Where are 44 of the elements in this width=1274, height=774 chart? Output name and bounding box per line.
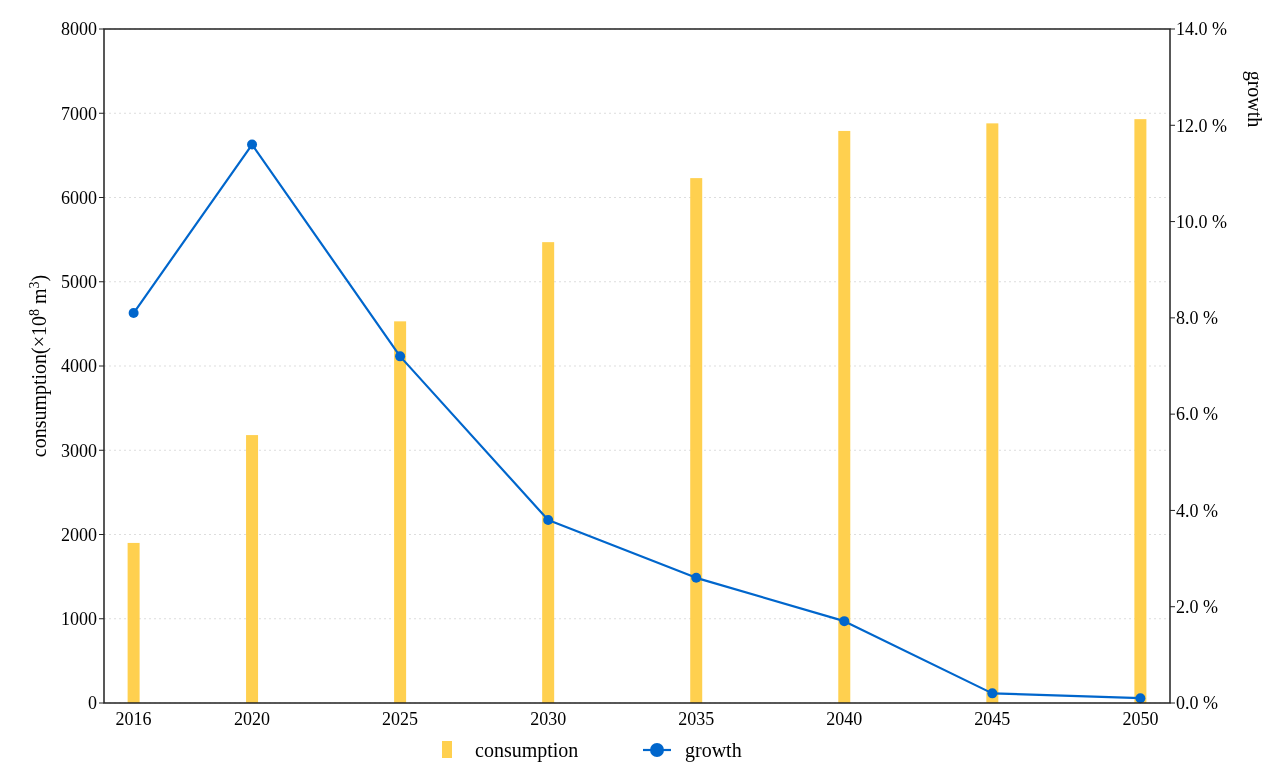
y-tick-label: 4000 xyxy=(61,356,97,377)
bar xyxy=(690,178,703,703)
y-tick-label: 6000 xyxy=(61,187,97,208)
bar xyxy=(394,321,407,703)
y2-tick-label: 8.0 % xyxy=(1176,308,1218,329)
x-tick-label: 2020 xyxy=(234,709,271,729)
point xyxy=(839,616,850,627)
y-tick-label: 1000 xyxy=(61,609,97,630)
bar xyxy=(1134,119,1147,703)
bar xyxy=(127,542,140,703)
point xyxy=(691,572,702,583)
legend-label: growth xyxy=(685,739,742,762)
point xyxy=(1135,693,1146,704)
x-tick-label: 2016 xyxy=(115,709,152,729)
y-tick-label: 7000 xyxy=(61,103,97,124)
point xyxy=(247,139,258,150)
bar xyxy=(246,435,259,703)
point xyxy=(128,308,139,319)
y2-axis-title: growth xyxy=(1243,70,1266,128)
y2-tick-label: 2.0 % xyxy=(1176,597,1218,618)
x-tick-label: 2035 xyxy=(678,709,715,729)
y-tick-label: 5000 xyxy=(61,272,97,293)
x-tick-label: 2030 xyxy=(530,709,567,729)
y-tick-label: 0 xyxy=(88,693,97,714)
x-tick-label: 2025 xyxy=(382,709,419,729)
x-tick-label: 2040 xyxy=(826,709,863,729)
y2-tick-label: 14.0 % xyxy=(1176,19,1227,40)
point xyxy=(543,515,554,526)
x-tick-label: 2050 xyxy=(1122,709,1159,729)
point xyxy=(395,351,406,362)
bar xyxy=(986,123,999,703)
y-tick-label: 3000 xyxy=(61,440,97,461)
bar xyxy=(542,242,555,703)
y-tick-label: 8000 xyxy=(61,19,97,40)
y2-tick-label: 12.0 % xyxy=(1176,115,1227,136)
y2-tick-label: 10.0 % xyxy=(1176,211,1227,232)
point xyxy=(987,688,998,699)
legend-label: consumption xyxy=(475,739,579,762)
y2-tick-label: 0.0 % xyxy=(1176,693,1218,714)
y2-tick-label: 4.0 % xyxy=(1176,500,1218,521)
y-tick-label: 2000 xyxy=(61,524,97,545)
bar xyxy=(838,130,851,703)
y2-tick-label: 6.0 % xyxy=(1176,404,1218,425)
x-tick-label: 2045 xyxy=(974,709,1011,729)
